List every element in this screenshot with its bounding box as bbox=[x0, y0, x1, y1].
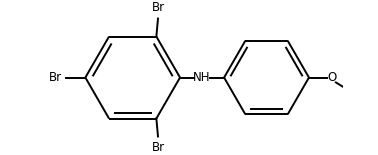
Text: Br: Br bbox=[152, 141, 164, 154]
Text: NH: NH bbox=[193, 71, 211, 84]
Text: Br: Br bbox=[48, 71, 62, 84]
Text: O: O bbox=[328, 71, 337, 84]
Text: Br: Br bbox=[152, 1, 164, 14]
